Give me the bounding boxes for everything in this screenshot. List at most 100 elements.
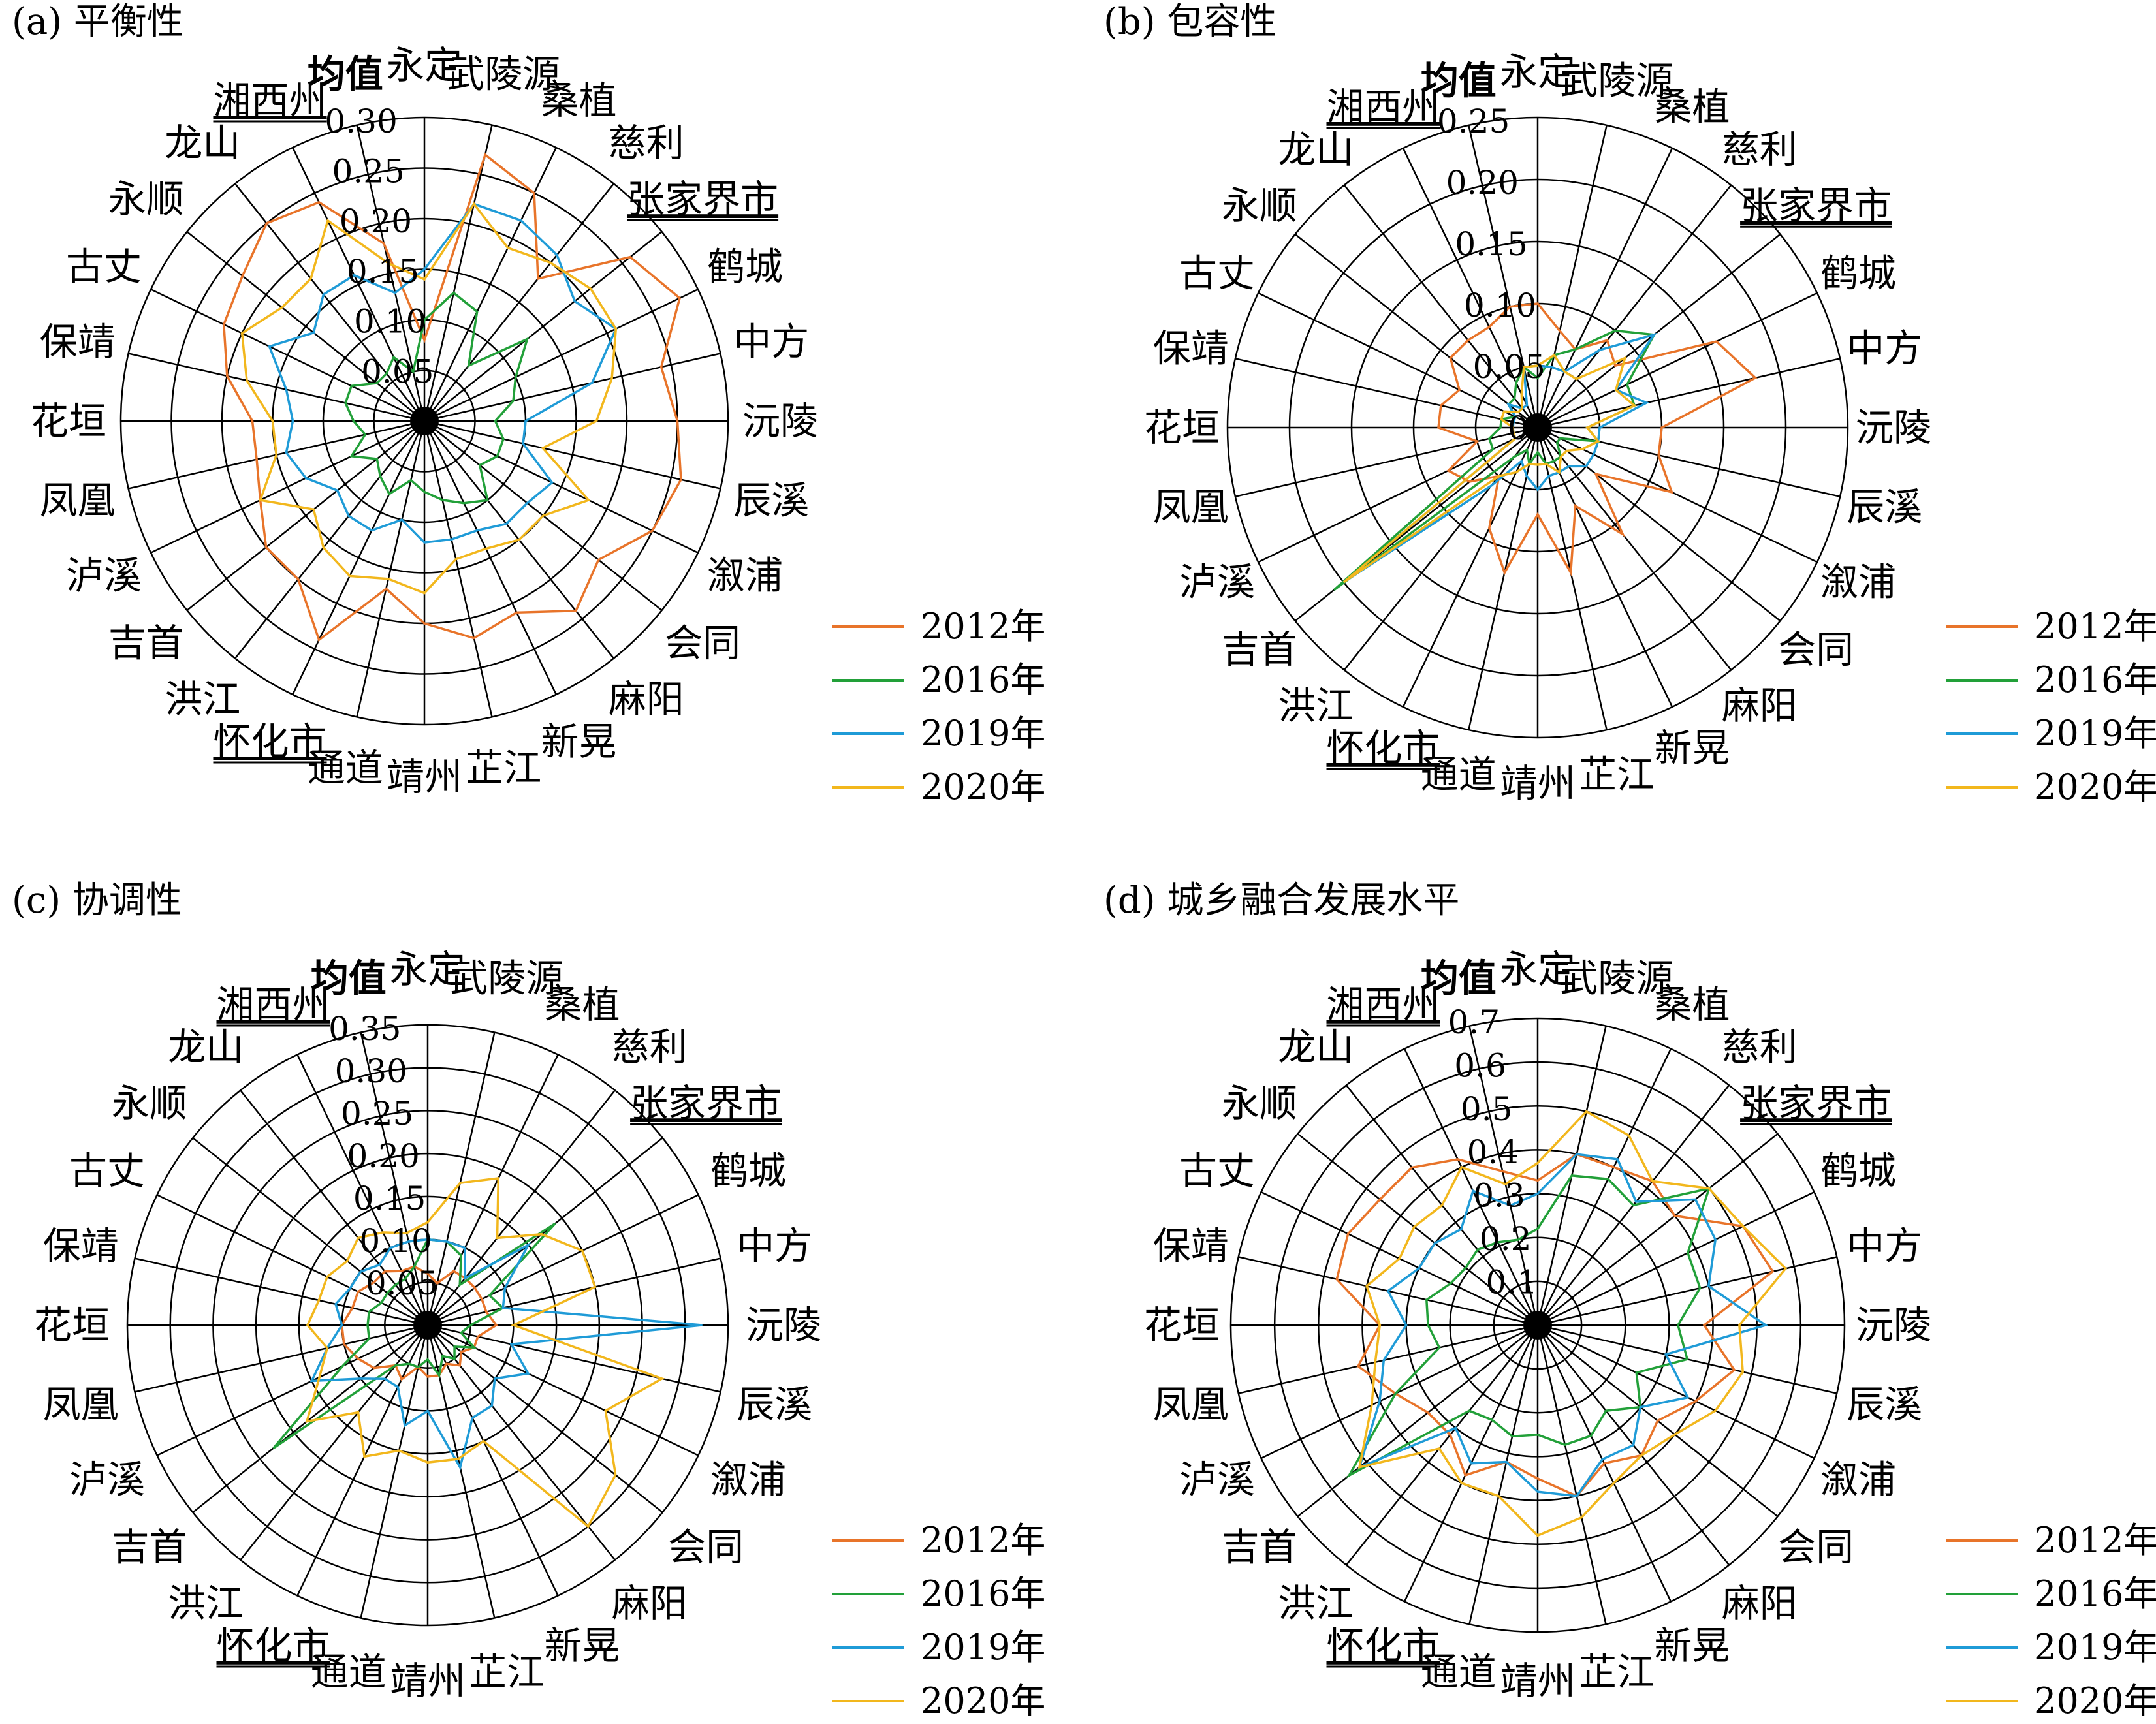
category-label-花垣: 花垣	[34, 1303, 110, 1347]
axis-spoke	[292, 147, 426, 422]
axis-spoke	[1261, 1324, 1538, 1460]
axis-spoke	[1537, 427, 1732, 671]
radial-tick-label: 0.25	[332, 153, 405, 191]
category-label-通道: 通道	[311, 1650, 387, 1694]
axis-spoke	[1235, 426, 1538, 497]
category-label-靖州: 靖州	[1500, 761, 1576, 806]
legend-label: 2020年	[921, 1680, 1045, 1721]
axis-spoke	[427, 1324, 721, 1393]
category-label-麻阳: 麻阳	[1722, 1581, 1798, 1625]
series-line-2020年	[1342, 353, 1637, 584]
category-label-龙山: 龙山	[168, 1025, 244, 1069]
panel-d-title: (d) 城乡融合发展水平	[1103, 879, 1459, 922]
axis-spoke	[423, 420, 493, 717]
series-line-2019年	[309, 1238, 703, 1471]
category-label-湘西州: 湘西州	[1326, 85, 1440, 129]
legend-label: 2016年	[2034, 1573, 2156, 1614]
category-label-张家界市: 张家界市	[1740, 1081, 1892, 1125]
axis-spoke	[1537, 292, 1818, 429]
category-label-会同: 会同	[1778, 1525, 1854, 1569]
category-label-慈利: 慈利	[609, 121, 684, 165]
legend-item-2020年: 2020年	[832, 766, 1045, 807]
legend-item-2020年: 2020年	[1946, 1680, 2156, 1721]
category-label-麻阳: 麻阳	[612, 1581, 688, 1625]
category-label-永顺: 永顺	[112, 1081, 187, 1125]
category-label-怀化市: 怀化市	[216, 1623, 330, 1668]
series-line-2012年	[223, 153, 682, 642]
axis-spoke	[1537, 233, 1781, 428]
legend-item-2016年: 2016年	[832, 659, 1045, 700]
category-label-武陵源: 武陵源	[1560, 956, 1673, 1001]
legend-label: 2019年	[2034, 713, 2156, 754]
axis-spoke	[157, 1324, 428, 1456]
axis-spoke	[157, 1194, 428, 1326]
radial-tick-label: 0.30	[335, 1052, 407, 1090]
axis-spoke	[234, 420, 425, 659]
legend-item-2019年: 2019年	[1946, 713, 2156, 754]
axis-spoke	[424, 231, 663, 422]
legend-label: 2019年	[2034, 1627, 2156, 1668]
panel-a-legend: 2012年 2016年 2019年 2020年	[832, 606, 1045, 807]
category-labels: 永定武陵源桑植慈利张家界市鹤城中方沅陵辰溪溆浦会同麻阳新晃芷江靖州通道怀化市洪江…	[1144, 947, 1931, 1703]
category-label-武陵源: 武陵源	[447, 52, 560, 97]
legend-label: 2012年	[921, 1520, 1045, 1561]
category-label-鹤城: 鹤城	[1820, 251, 1896, 296]
category-label-沅陵: 沅陵	[1856, 405, 1931, 450]
axis-spoke	[1536, 1324, 1607, 1625]
category-label-吉首: 吉首	[112, 1525, 187, 1569]
category-label-鹤城: 鹤城	[1820, 1149, 1896, 1193]
category-label-中方: 中方	[733, 320, 809, 364]
panel-a-balance: (a) 平衡性 2012年 2016年 2019年 2020年 0.05 0.10 0.1…	[12, 1, 1045, 807]
axis-spoke	[1536, 427, 1608, 730]
axis-spoke	[360, 1032, 429, 1326]
radial-tick-label: 0.4	[1467, 1133, 1519, 1171]
axis-spoke	[423, 125, 493, 422]
series-line-2019年	[1357, 1153, 1769, 1497]
axis-spoke	[1345, 1324, 1538, 1566]
category-label-洪江: 洪江	[168, 1581, 244, 1625]
category-label-桑植: 桑植	[544, 982, 620, 1027]
axis-spoke	[423, 420, 557, 695]
category-label-武陵源: 武陵源	[1560, 59, 1673, 103]
axis-spoke	[356, 420, 426, 717]
category-label-溆浦: 溆浦	[710, 1458, 786, 1502]
category-label-沅陵: 沅陵	[1856, 1303, 1931, 1347]
category-label-沅陵: 沅陵	[742, 399, 818, 443]
radial-tick-label: 0.15	[353, 1180, 426, 1217]
category-label-怀化市: 怀化市	[213, 719, 326, 764]
axis-spoke	[1403, 1048, 1539, 1326]
radial-tick-label: 0.05	[361, 353, 434, 390]
axis-spoke	[423, 147, 557, 422]
category-label-武陵源: 武陵源	[450, 956, 563, 1001]
series-line-2016年	[344, 291, 530, 505]
panel-c-title: (c) 协调性	[12, 879, 182, 922]
category-label-均值: 均值	[311, 956, 387, 1001]
legend-item-2016年: 2016年	[832, 1573, 1045, 1614]
category-label-溆浦: 溆浦	[1820, 1458, 1896, 1502]
axis-spoke	[1537, 358, 1841, 429]
radial-tick-label: 0.20	[340, 202, 412, 240]
series-line-2012年	[1437, 302, 1758, 577]
axis-spoke	[1468, 1324, 1539, 1625]
category-label-凤凰: 凤凰	[40, 478, 116, 522]
axis-spoke	[427, 1137, 663, 1326]
legend-item-2012年: 2012年	[1946, 606, 2156, 647]
series-line-2020年	[305, 1177, 665, 1529]
axis-spoke	[424, 353, 721, 422]
radial-tick-label: 0.10	[359, 1222, 432, 1260]
category-label-泸溪: 泸溪	[1179, 1458, 1255, 1502]
category-label-吉首: 吉首	[1222, 627, 1297, 672]
category-label-龙山: 龙山	[1278, 127, 1354, 172]
category-label-保靖: 保靖	[1153, 326, 1229, 371]
radar-grid	[126, 1024, 729, 1627]
legend-label: 2016年	[921, 659, 1045, 700]
series-lines	[272, 1177, 703, 1529]
category-label-均值: 均值	[1421, 956, 1497, 1001]
radial-tick-label: 0.25	[341, 1095, 413, 1133]
category-label-花垣: 花垣	[31, 399, 106, 443]
category-label-古丈: 古丈	[1179, 1149, 1255, 1193]
legend-label: 2019年	[921, 713, 1045, 754]
category-label-吉首: 吉首	[108, 621, 184, 665]
category-label-慈利: 慈利	[612, 1025, 688, 1069]
axis-spoke	[192, 1324, 428, 1513]
